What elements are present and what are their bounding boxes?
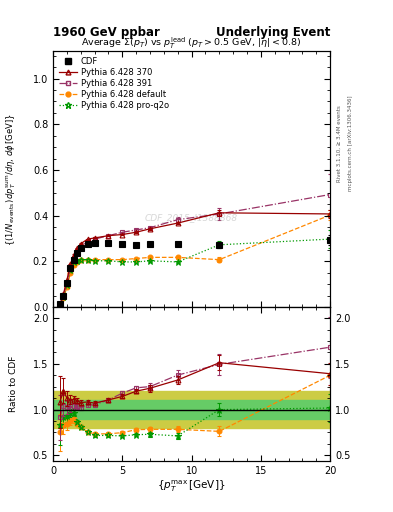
Text: Underlying Event: Underlying Event [216, 26, 330, 39]
Text: Rivet 3.1.10, ≥ 3.4M events: Rivet 3.1.10, ≥ 3.4M events [337, 105, 342, 182]
Legend: CDF, Pythia 6.428 370, Pythia 6.428 391, Pythia 6.428 default, Pythia 6.428 pro-: CDF, Pythia 6.428 370, Pythia 6.428 391,… [55, 54, 172, 114]
Text: CDF_2015_I1388868: CDF_2015_I1388868 [145, 213, 238, 222]
Bar [53, 391, 330, 428]
Y-axis label: Ratio to CDF: Ratio to CDF [9, 356, 18, 412]
X-axis label: $\{p_T^{\rm max}\, [{\rm GeV}]\}$: $\{p_T^{\rm max}\, [{\rm GeV}]\}$ [157, 478, 226, 494]
Bar [53, 400, 330, 419]
Title: Average $\Sigma(p_T)$ vs $p_T^{\rm lead}$ ($p_T > 0.5$ GeV, $|\eta| < 0.8$): Average $\Sigma(p_T)$ vs $p_T^{\rm lead}… [81, 36, 302, 51]
Y-axis label: $\{(1/N_{\rm events})\, dp_T^{\rm sum}/d\eta,\, d\phi\, [{\rm GeV}]\}$: $\{(1/N_{\rm events})\, dp_T^{\rm sum}/d… [5, 113, 18, 246]
Text: 1960 GeV ppbar: 1960 GeV ppbar [53, 26, 160, 39]
Text: mcplots.cern.ch [arXiv:1306.3436]: mcplots.cern.ch [arXiv:1306.3436] [348, 96, 353, 191]
